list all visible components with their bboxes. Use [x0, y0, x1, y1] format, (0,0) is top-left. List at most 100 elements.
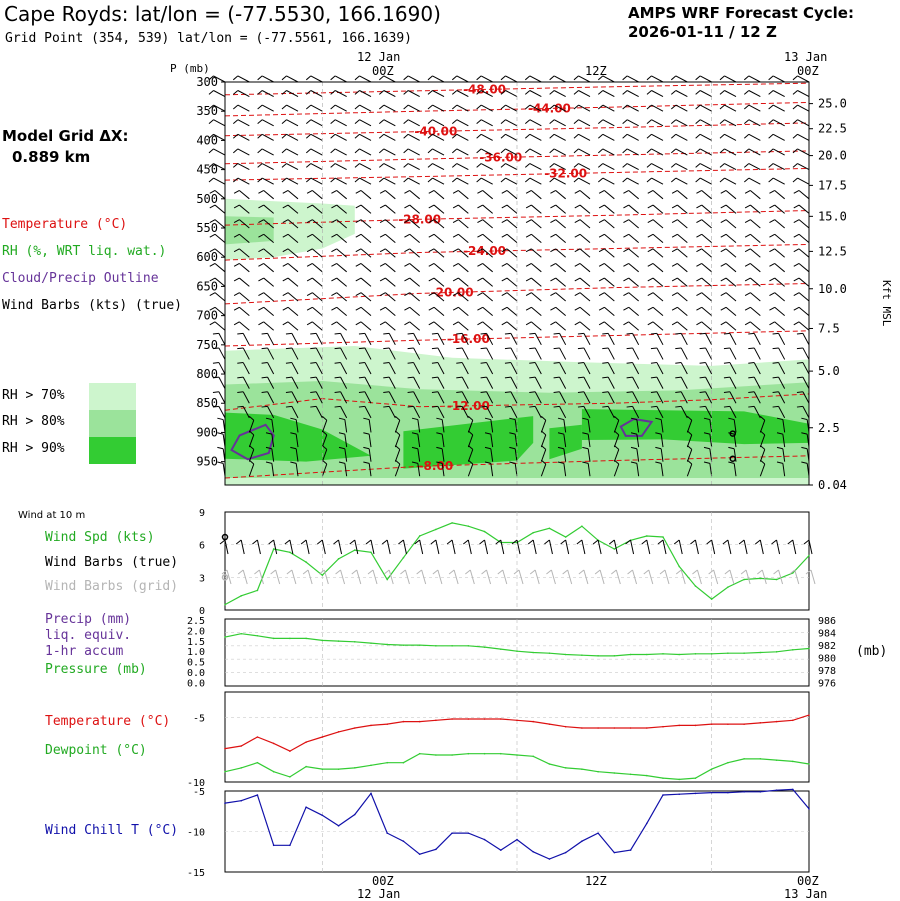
wind-barb-flag [719, 119, 725, 124]
wind-barb [680, 333, 688, 346]
windchill-line-point [645, 822, 648, 825]
wind-barb-flag [776, 432, 783, 435]
wind-barb-flag [574, 204, 581, 209]
wind-barb [336, 233, 347, 243]
wind-barb-flag [646, 133, 652, 139]
wind-barb [748, 163, 761, 171]
pressure-tick-label: 300 [196, 75, 218, 89]
wind-barb [753, 391, 761, 404]
wind-barb-flag [258, 263, 264, 267]
wind-barb [578, 133, 591, 141]
wind-barb-flag [237, 376, 244, 379]
isotherm-label: -16.00 [447, 332, 490, 346]
wind-barb [364, 406, 372, 419]
wind10m-barb-true [808, 539, 813, 555]
wind-ytick-label: 6 [199, 541, 205, 552]
wind-barb-flag [477, 219, 483, 223]
wind-barb [286, 119, 299, 127]
pressure-unit-label: (mb) [856, 644, 888, 659]
wind-barb [287, 219, 299, 229]
wind-barb-flag [540, 459, 547, 465]
wind-barb-flag [529, 332, 536, 335]
wind-barb [480, 133, 493, 141]
wind-barb [701, 292, 712, 302]
wind-barb [553, 148, 566, 156]
wind-barb-flag [379, 292, 386, 296]
wind-barb-flag [306, 321, 313, 326]
wind10m-barb-true-flag [625, 539, 631, 545]
wind-barb-flag [574, 321, 581, 326]
wind-barb-flag [379, 204, 386, 209]
wind-barb [321, 420, 328, 433]
wind-barb-flag [427, 104, 433, 110]
wind10m-barb-grid [778, 569, 784, 585]
wind-barb-flag [743, 148, 750, 154]
height-tick-label: 0.04 [818, 478, 847, 492]
wind-barb-flag [355, 204, 362, 209]
wind10m-barb-grid [680, 569, 686, 585]
wind-barb-flag [529, 405, 536, 408]
wind-barb-flag [550, 321, 556, 326]
wind-barb-flag [598, 190, 605, 194]
wind-barb-flag [209, 292, 216, 296]
wind-barb [409, 292, 420, 302]
wind-barb-flag [233, 204, 240, 209]
wind-barb-flag [261, 347, 268, 350]
bottom-date-left: 12 Jan [357, 887, 401, 901]
pressure-axis-title: P (mb) [170, 62, 210, 75]
wind-barb [480, 163, 493, 171]
wind-barb-flag [285, 376, 292, 379]
wind-barb [441, 419, 445, 433]
model-grid-value: 0.889 km [12, 148, 91, 166]
wind-barb [383, 75, 396, 83]
wind-barb-flag [769, 190, 775, 194]
wind-barb [705, 333, 713, 346]
wind-barb-flag [647, 248, 654, 253]
wind-barb [750, 233, 761, 243]
wind-barb-flag [477, 277, 483, 282]
wind-barb-flag [719, 163, 725, 168]
wind-barb-flag [477, 306, 483, 311]
wind-barb-flag [379, 277, 386, 282]
wind-barb-flag [237, 332, 244, 335]
wind-barb-flag [500, 90, 506, 95]
wind10m-barb-true [678, 539, 683, 555]
wind-barb-flag [282, 321, 289, 326]
wind-barb [724, 163, 737, 171]
wind10m-barb-true-flag [349, 539, 356, 545]
wind-barb [417, 448, 421, 462]
wind-barb [705, 362, 713, 375]
wind-barb-flag [723, 391, 730, 393]
wind-speed-line-point [418, 535, 421, 537]
wind-barb [433, 263, 445, 273]
wind-barb-flag [744, 263, 751, 267]
wind-barb-flag [743, 119, 750, 124]
temperature-line-point [386, 723, 389, 725]
wind-speed-line-point [581, 525, 583, 527]
wind-barb-flag [334, 332, 341, 335]
wind-barb-flag [759, 430, 766, 436]
calm-marker-grid [221, 574, 229, 581]
wind-barb [409, 263, 420, 273]
wind-barb-flag [404, 233, 410, 238]
wind10m-barb-grid-flag [367, 569, 374, 575]
wind-barb [261, 163, 274, 171]
wind-barb [555, 277, 566, 287]
pressure-line-point [743, 652, 745, 654]
wind-barb-flag [597, 133, 604, 139]
wind-barb-flag [675, 332, 682, 335]
wind-barb-flag [598, 277, 605, 282]
wind-barb-flag [597, 163, 604, 168]
wind-barb-flag [305, 119, 312, 124]
wind-speed-line-point [548, 527, 551, 530]
wind-barb [340, 333, 348, 346]
wind10m-barb-grid [242, 569, 248, 585]
wind-barb-flag [553, 405, 560, 408]
wind-barb-flag [630, 461, 637, 464]
wind-barb [263, 306, 274, 317]
wind-barb-flag [467, 459, 474, 465]
wind-barb [458, 233, 469, 243]
wind-barb [540, 434, 547, 448]
wind-barb [725, 321, 737, 331]
windchill-line-point [418, 853, 421, 855]
